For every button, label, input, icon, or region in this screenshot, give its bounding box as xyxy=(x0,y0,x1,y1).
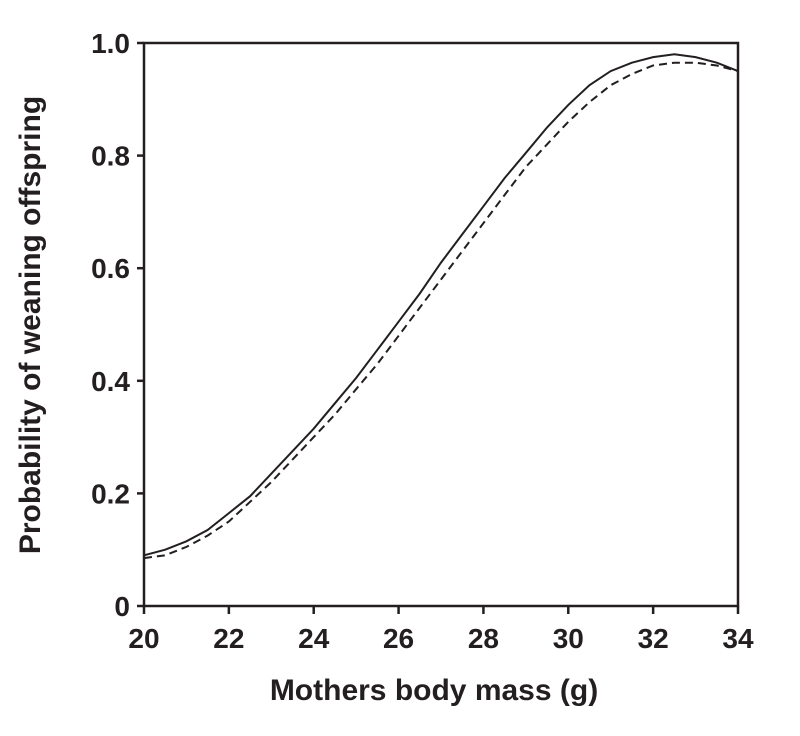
x-tick-label: 26 xyxy=(383,623,414,654)
x-tick-label: 20 xyxy=(128,623,159,654)
y-tick-label: 0.6 xyxy=(91,253,130,284)
x-tick-label: 24 xyxy=(298,623,330,654)
y-axis-title: Probability of weaning offspring xyxy=(14,96,47,554)
x-tick-label: 32 xyxy=(638,623,669,654)
y-tick-label: 0.2 xyxy=(91,478,130,509)
y-tick-label: 0.8 xyxy=(91,141,130,172)
y-axis-ticks: 0 0.2 0.4 0.6 0.8 1.0 xyxy=(91,28,144,622)
x-tick-label: 34 xyxy=(722,623,754,654)
x-tick-label: 28 xyxy=(468,623,499,654)
y-tick-label: 0.4 xyxy=(91,366,130,397)
y-tick-label: 0 xyxy=(114,591,130,622)
series-line-solid xyxy=(143,53,739,557)
x-tick-label: 22 xyxy=(213,623,244,654)
plot-frame xyxy=(142,41,740,608)
x-tick-label: 30 xyxy=(553,623,584,654)
series-line-dashed xyxy=(143,61,739,560)
plot-lines xyxy=(143,53,739,560)
x-axis-ticks: 20 22 24 26 28 30 32 34 xyxy=(128,606,754,654)
y-tick-label: 1.0 xyxy=(91,28,130,59)
x-axis-title: Mothers body mass (g) xyxy=(270,674,598,707)
